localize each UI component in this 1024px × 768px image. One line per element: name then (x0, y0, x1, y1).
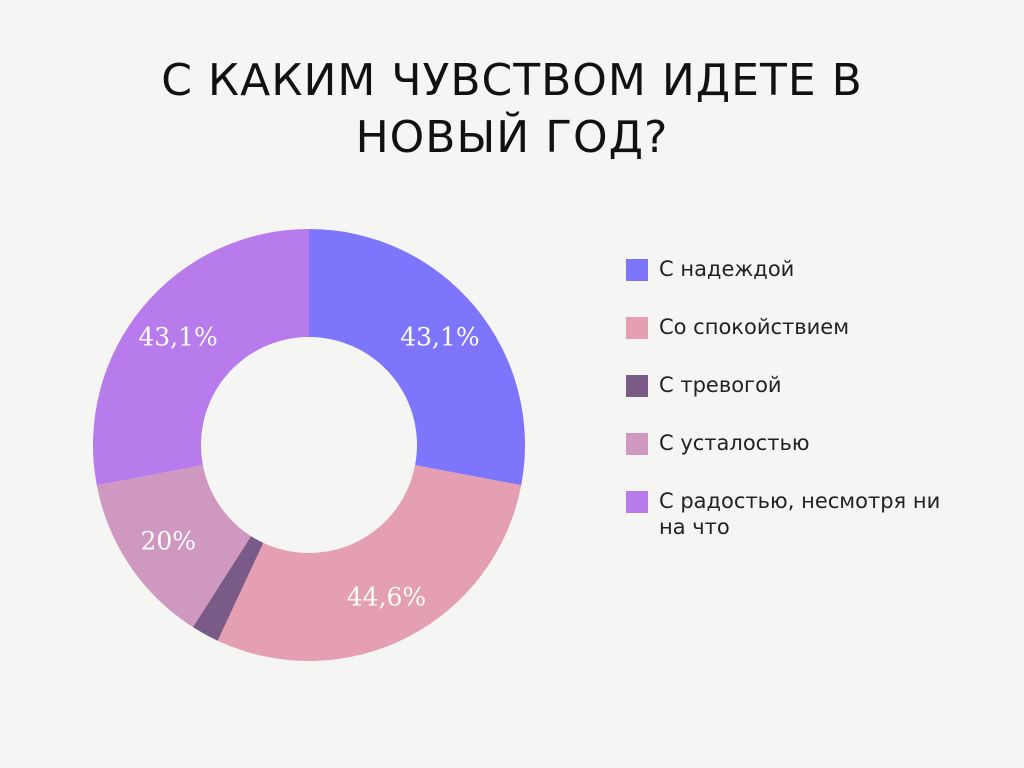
slice-label-3: 20% (140, 526, 196, 555)
legend-item-2: С тревогой (626, 372, 966, 398)
slice-label-1: 44,6% (347, 582, 426, 611)
legend-swatch-0 (626, 259, 648, 281)
slice-label-0: 43,1% (400, 323, 479, 352)
chart-title: С КАКИМ ЧУВСТВОМ ИДЕТЕ В НОВЫЙ ГОД? (0, 52, 1024, 166)
legend-label-3: С усталостью (659, 431, 810, 455)
donut-slice-3 (96, 465, 251, 628)
donut-slice-4 (93, 229, 310, 486)
legend-item-0: С надеждой (626, 256, 966, 282)
legend-label-1: Со спокойствием (659, 315, 850, 339)
donut-slice-0 (309, 229, 525, 486)
legend: С надеждой Со спокойствием С тревогой С уст… (626, 256, 966, 572)
legend-swatch-4 (626, 491, 648, 513)
legend-label-2: С тревогой (659, 373, 782, 397)
legend-item-3: С усталостью (626, 430, 966, 456)
legend-item-4: С радостью, несмотря ни на что (626, 488, 966, 540)
legend-item-1: Со спокойствием (626, 314, 966, 340)
chart-title-line-1: С КАКИМ ЧУВСТВОМ ИДЕТЕ В (161, 55, 863, 106)
legend-swatch-2 (626, 375, 648, 397)
legend-label-0: С надеждой (659, 257, 795, 281)
donut-slice-2 (192, 536, 264, 641)
chart-title-line-2: НОВЫЙ ГОД? (355, 112, 669, 163)
donut-slice-1 (217, 465, 522, 661)
slice-label-4: 43,1% (138, 323, 217, 352)
legend-swatch-3 (626, 433, 648, 455)
legend-swatch-1 (626, 317, 648, 339)
legend-label-4: С радостью, несмотря ни на что (659, 489, 941, 539)
